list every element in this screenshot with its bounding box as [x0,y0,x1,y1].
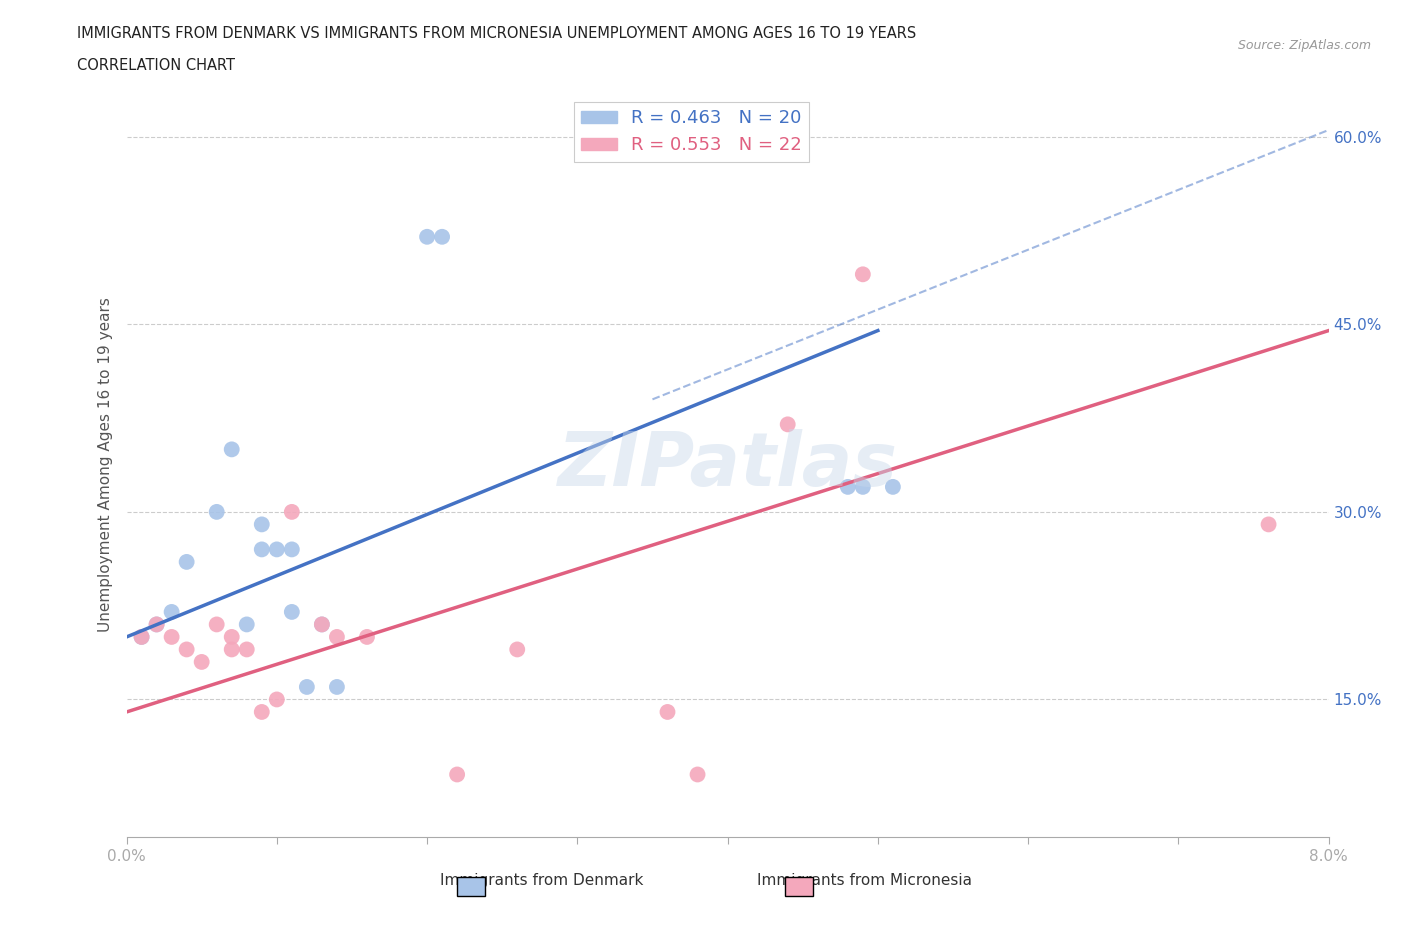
Point [160,604,183,619]
Point [657,705,679,720]
Point [1257,517,1279,532]
Point [266,542,288,557]
Point [506,642,529,657]
Point [281,542,304,557]
Point [416,230,439,245]
Text: IMMIGRANTS FROM DENMARK VS IMMIGRANTS FROM MICRONESIA UNEMPLOYMENT AMONG AGES 16: IMMIGRANTS FROM DENMARK VS IMMIGRANTS FR… [77,26,917,41]
Point [852,480,875,495]
Point [131,630,153,644]
Text: Immigrants from Micronesia: Immigrants from Micronesia [758,873,972,888]
Point [235,642,259,657]
Point [176,554,198,569]
Point [145,617,167,631]
Point [837,480,859,495]
Point [882,480,904,495]
Y-axis label: Unemployment Among Ages 16 to 19 years: Unemployment Among Ages 16 to 19 years [97,298,112,632]
Point [250,705,273,720]
Point [205,504,228,519]
Point [356,630,378,644]
Point [160,630,183,644]
Point [250,517,273,532]
Text: Immigrants from Denmark: Immigrants from Denmark [440,873,643,888]
Point [145,617,167,631]
Point [326,680,349,695]
Point [176,642,198,657]
Point [776,417,799,432]
Point [446,767,468,782]
Point [311,617,333,631]
Point [190,655,212,670]
Point [131,630,153,644]
Point [326,630,349,644]
Text: CORRELATION CHART: CORRELATION CHART [77,58,235,73]
Legend: R = 0.463   N = 20, R = 0.553   N = 22: R = 0.463 N = 20, R = 0.553 N = 22 [574,102,810,162]
Point [430,230,453,245]
Point [221,442,243,457]
Point [281,604,304,619]
Point [221,642,243,657]
Text: ZIPatlas: ZIPatlas [558,429,897,501]
Point [235,617,259,631]
Point [281,504,304,519]
Point [295,680,318,695]
Point [266,692,288,707]
Text: Source: ZipAtlas.com: Source: ZipAtlas.com [1237,39,1371,52]
Point [205,617,228,631]
Point [311,617,333,631]
Point [852,267,875,282]
Point [686,767,709,782]
Point [221,630,243,644]
Point [250,542,273,557]
